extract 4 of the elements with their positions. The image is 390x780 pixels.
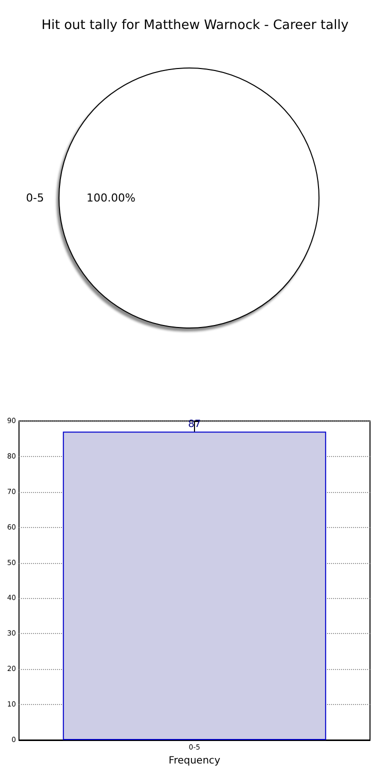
data-label: 100.00% bbox=[86, 192, 136, 204]
x-axis-title: Frequency bbox=[168, 755, 220, 766]
chart-title: Hit out tally for Matthew Warnock - Career tally bbox=[41, 18, 349, 33]
slice-label: 0-5 bbox=[26, 192, 44, 204]
